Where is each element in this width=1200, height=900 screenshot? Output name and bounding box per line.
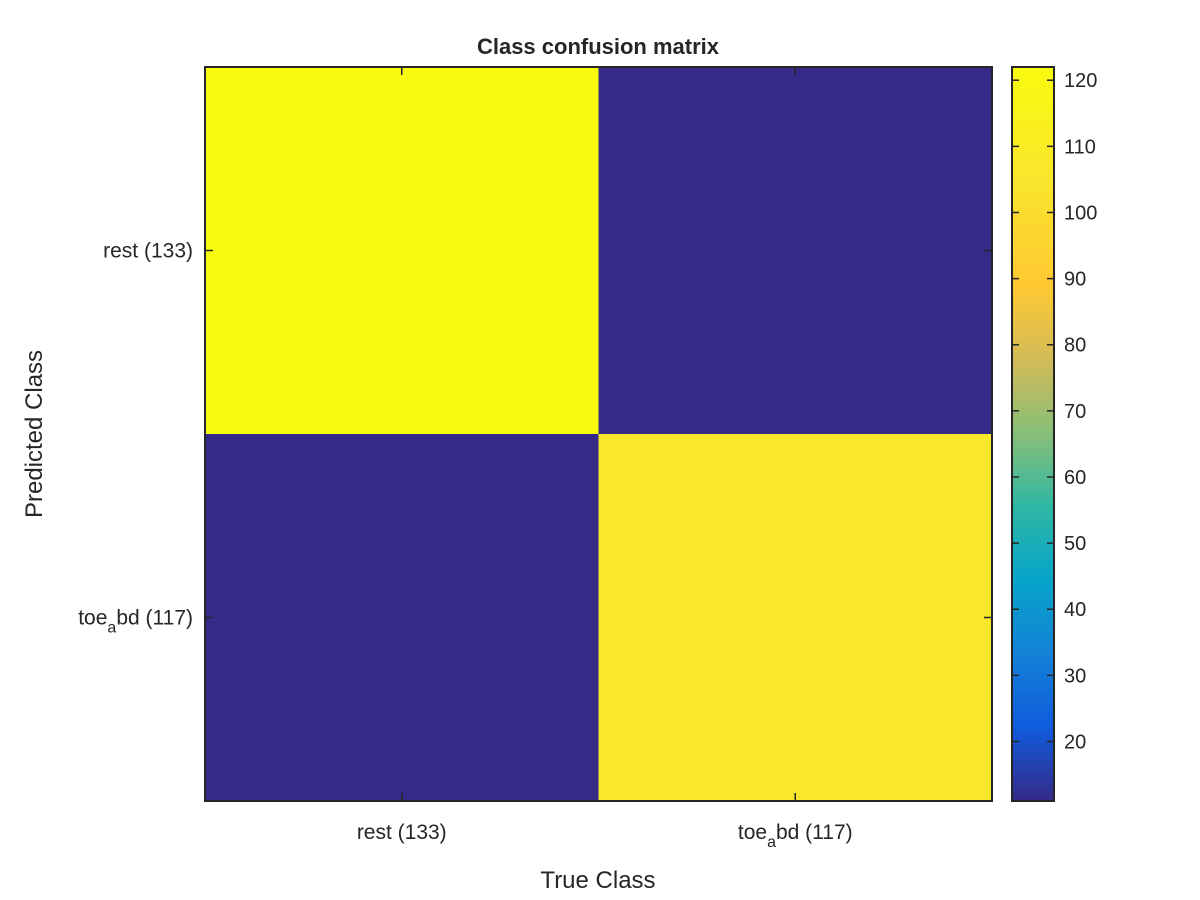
tick-label: toeabd (117) bbox=[78, 607, 193, 637]
heatmap-cell bbox=[598, 434, 992, 801]
colorbar-tick-label: 70 bbox=[1064, 401, 1086, 423]
x-tick-labels: rest (133) toeabd (117) bbox=[357, 821, 853, 851]
chart-title: Class confusion matrix bbox=[477, 34, 720, 59]
colorbar-tick-label: 120 bbox=[1064, 70, 1097, 92]
heatmap-cells bbox=[205, 67, 992, 801]
heatmap-cell bbox=[205, 434, 599, 801]
colorbar: 20 30 40 50 60 70 80 90 100 110 120 bbox=[1011, 66, 1097, 802]
colorbar-tick-label: 50 bbox=[1064, 533, 1086, 555]
colorbar-frame bbox=[1011, 66, 1055, 802]
colorbar-ticks: 20 30 40 50 60 70 80 90 100 110 120 bbox=[1012, 70, 1097, 753]
colorbar-tick-label: 90 bbox=[1064, 269, 1086, 291]
y-axis-label: Predicted Class bbox=[21, 350, 48, 518]
colorbar-tick-label: 40 bbox=[1064, 599, 1086, 621]
heatmap-cell bbox=[205, 67, 599, 434]
y-tick-labels: rest (133) toeabd (117) bbox=[78, 240, 193, 637]
heatmap-cell bbox=[598, 67, 992, 434]
colorbar-tick-label: 80 bbox=[1064, 335, 1086, 357]
colorbar-tick-label: 100 bbox=[1064, 202, 1097, 224]
tick-label: toeabd (117) bbox=[738, 821, 853, 851]
plot-frame bbox=[204, 66, 993, 802]
colorbar-gradient bbox=[1012, 67, 1054, 801]
axis-ticks bbox=[205, 67, 992, 801]
colorbar-tick-label: 30 bbox=[1064, 665, 1086, 687]
tick-label: rest (133) bbox=[103, 240, 193, 263]
colorbar-tick-label: 60 bbox=[1064, 467, 1086, 489]
x-axis-label: True Class bbox=[540, 867, 655, 894]
colorbar-tick-label: 20 bbox=[1064, 731, 1086, 753]
tick-label: rest (133) bbox=[357, 821, 447, 844]
colorbar-tick-label: 110 bbox=[1064, 136, 1096, 158]
